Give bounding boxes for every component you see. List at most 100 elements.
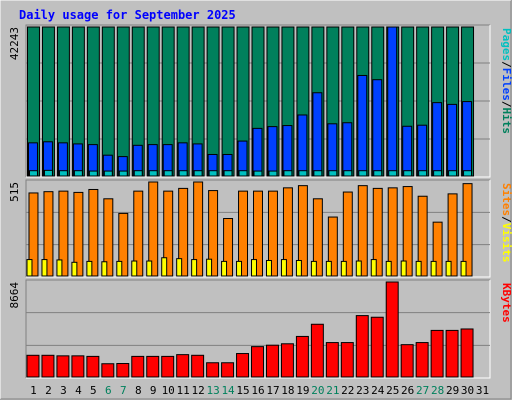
pages-bar-day-6 bbox=[103, 170, 113, 177]
visits-bar-day-24 bbox=[372, 187, 383, 277]
pages-bar-day-29 bbox=[448, 170, 458, 177]
kbytes-bar-day-18 bbox=[280, 343, 294, 378]
pages-bar-day-27 bbox=[418, 170, 428, 177]
visits-bar-day-26 bbox=[402, 186, 413, 277]
visits-bar-day-20 bbox=[312, 198, 323, 277]
x-tick-label-day-31: 31 bbox=[476, 384, 489, 397]
x-tick-label-day-25: 25 bbox=[386, 384, 399, 397]
visits-bar-day-12 bbox=[193, 181, 204, 277]
visits-sites-legend: Sites/Visits bbox=[500, 183, 512, 263]
visits-bar-day-28 bbox=[432, 221, 443, 277]
pages-bar-day-11 bbox=[178, 170, 188, 177]
files-bar-day-16 bbox=[252, 127, 263, 177]
visits-bar-day-11 bbox=[178, 187, 189, 277]
files-bar-day-18 bbox=[282, 125, 293, 177]
visits-bar-day-14 bbox=[223, 218, 234, 277]
sites-bar-day-5 bbox=[86, 260, 93, 277]
x-tick-label-day-22: 22 bbox=[341, 384, 354, 397]
pages-bar-day-12 bbox=[193, 170, 203, 177]
pages-bar-day-28 bbox=[433, 170, 443, 177]
legend-separator: / bbox=[500, 61, 512, 68]
x-tick-label-day-16: 16 bbox=[251, 384, 264, 397]
x-tick-label-day-28: 28 bbox=[431, 384, 444, 397]
files-bar-day-17 bbox=[267, 126, 278, 177]
visits-bar-day-8 bbox=[133, 190, 144, 277]
x-tick-label-day-3: 3 bbox=[60, 384, 67, 397]
sites-bar-day-7 bbox=[116, 260, 123, 277]
kbytes-bar-day-22 bbox=[340, 342, 354, 378]
kbytes-bar-day-11 bbox=[176, 354, 190, 378]
x-tick-label-day-19: 19 bbox=[296, 384, 309, 397]
files-bar-day-29 bbox=[447, 103, 458, 177]
files-bar-day-19 bbox=[297, 114, 308, 177]
visits-bar-day-25 bbox=[387, 187, 398, 277]
hits-bar-day-6 bbox=[101, 26, 115, 177]
hits-files-pages-frame-shadow bbox=[25, 24, 490, 177]
hits-files-pages-y-max-label: 42243 bbox=[8, 27, 21, 60]
x-axis-labels: 1 2 3 4 5 6 7 8 9 10 11 12 13 14 15 16 17 18 19 20 21 22 23 24 2… bbox=[30, 384, 489, 397]
visits-bar-day-29 bbox=[447, 193, 458, 277]
x-tick-label-day-12: 12 bbox=[192, 384, 205, 397]
files-bar-day-22 bbox=[342, 122, 353, 177]
hits-files-pages-panel: 42243 Pages/Files/Hits bbox=[8, 24, 512, 178]
sites-bar-day-3 bbox=[56, 259, 63, 277]
pages-bar-day-14 bbox=[223, 170, 233, 177]
files-bar-day-30 bbox=[462, 101, 473, 177]
sites-bar-day-30 bbox=[460, 260, 467, 277]
legend-kbytes: KBytes bbox=[500, 283, 512, 323]
x-tick-label-day-18: 18 bbox=[281, 384, 294, 397]
kbytes-bar-day-19 bbox=[295, 335, 309, 378]
hits-files-pages-frame-highlight bbox=[26, 25, 491, 178]
visits-bar-day-15 bbox=[238, 190, 249, 277]
visits-bar-day-21 bbox=[327, 216, 338, 277]
x-tick-label-day-6: 6 bbox=[105, 384, 112, 397]
pages-bar-day-25 bbox=[388, 170, 398, 177]
pages-bar-day-17 bbox=[268, 170, 278, 177]
files-bar-day-26 bbox=[402, 125, 413, 177]
legend-sites: Sites bbox=[500, 183, 512, 216]
sites-bar-day-24 bbox=[370, 259, 377, 277]
sites-bar-day-25 bbox=[385, 260, 392, 277]
hits-bar-day-7 bbox=[116, 26, 130, 177]
kbytes-bar-day-16 bbox=[251, 346, 264, 378]
pages-bar-day-20 bbox=[313, 170, 323, 177]
kbytes-bar-day-24 bbox=[370, 316, 384, 378]
kbytes-bar-day-3 bbox=[56, 355, 70, 378]
pages-bar-day-26 bbox=[403, 170, 413, 177]
x-tick-label-day-29: 29 bbox=[446, 384, 459, 397]
kbytes-bar-day-10 bbox=[161, 355, 175, 378]
pages-bar-day-4 bbox=[73, 170, 83, 177]
sites-bar-day-26 bbox=[400, 260, 407, 277]
pages-bar-day-18 bbox=[283, 170, 293, 177]
kbytes-bar-day-25 bbox=[385, 281, 399, 378]
hits-bar-day-14 bbox=[221, 26, 235, 177]
sites-bar-day-22 bbox=[340, 260, 347, 277]
pages-bar-day-13 bbox=[208, 170, 218, 177]
x-tick-label-day-26: 26 bbox=[401, 384, 414, 397]
sites-bar-day-27 bbox=[415, 260, 422, 277]
visits-bar-day-16 bbox=[253, 190, 263, 277]
files-bar-day-20 bbox=[312, 92, 323, 177]
kbytes-bar-day-28 bbox=[430, 329, 444, 378]
files-bar-day-21 bbox=[327, 123, 338, 177]
kbytes-bar-day-30 bbox=[460, 328, 474, 378]
sites-bar-day-9 bbox=[146, 260, 153, 277]
visits-bar-day-27 bbox=[417, 195, 428, 277]
sites-bar-day-17 bbox=[265, 259, 272, 277]
sites-bar-day-6 bbox=[101, 261, 108, 277]
visits-sites-y-max-label: 515 bbox=[8, 182, 21, 202]
x-tick-label-day-24: 24 bbox=[371, 384, 385, 397]
x-tick-label-day-1: 1 bbox=[30, 384, 37, 397]
files-bar-day-25 bbox=[387, 26, 398, 177]
kbytes-bar-day-4 bbox=[71, 355, 85, 378]
x-tick-label-day-5: 5 bbox=[90, 384, 97, 397]
pages-bar-day-7 bbox=[118, 170, 128, 177]
sites-bar-day-28 bbox=[430, 260, 437, 277]
x-tick-label-day-17: 17 bbox=[266, 384, 279, 397]
x-tick-label-day-23: 23 bbox=[356, 384, 369, 397]
x-tick-label-day-20: 20 bbox=[311, 384, 324, 397]
